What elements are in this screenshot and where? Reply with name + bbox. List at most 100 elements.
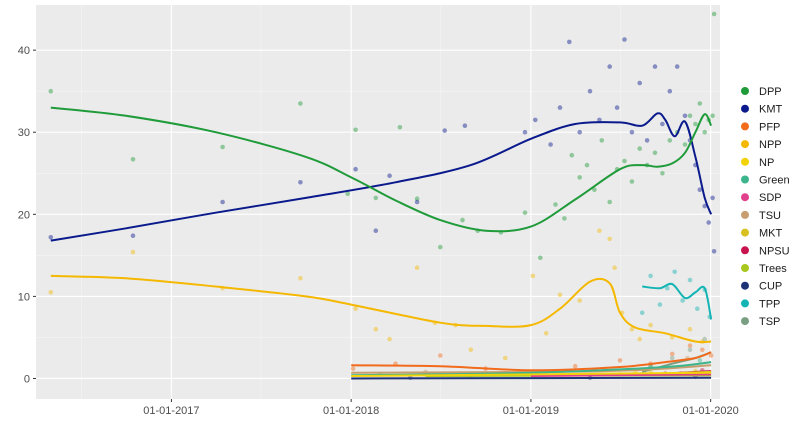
point-kmt [697, 187, 703, 192]
point-dpp [345, 191, 351, 197]
point-tpp [648, 273, 653, 279]
legend-label: KMT [759, 104, 783, 116]
point-dpp [577, 175, 582, 180]
legend-label: TSU [759, 210, 781, 222]
legend-key-npsu [741, 246, 749, 255]
point-dpp [687, 113, 693, 119]
legend-label: Green [759, 175, 790, 187]
point-dpp [660, 171, 665, 176]
point-tsp [669, 355, 675, 361]
legend-label: PFP [759, 121, 780, 133]
point-pfp [617, 358, 623, 363]
y-tick-label: 0 [24, 373, 30, 385]
trend-line-npp [50, 274, 712, 344]
x-tick-label: 01-01-2017 [143, 405, 199, 417]
legend-label: TPP [759, 298, 780, 310]
point-dpp [48, 88, 54, 94]
point-npp [637, 336, 642, 342]
point-dpp [637, 146, 642, 151]
y-tick-label: 20 [18, 209, 30, 221]
point-kmt [667, 88, 673, 94]
legend-label: NPP [759, 139, 782, 151]
point-dpp [553, 202, 558, 207]
point-kmt [622, 37, 627, 42]
point-kmt [577, 129, 582, 135]
point-dpp [652, 150, 658, 156]
legend-key-tpp [741, 299, 749, 308]
point-tpp [672, 269, 677, 275]
trend-line-cup [351, 376, 712, 380]
point-kmt [660, 121, 665, 127]
point-kmt [614, 105, 620, 110]
point-tsp [702, 336, 707, 342]
point-pfp [438, 353, 443, 358]
trend-line-pfp [351, 351, 712, 372]
point-dpp [584, 162, 590, 168]
point-kmt [533, 117, 538, 123]
point-dpp [711, 11, 717, 17]
point-kmt [220, 199, 225, 205]
point-kmt [130, 233, 136, 238]
point-kmt [706, 220, 711, 225]
point-tpp [665, 285, 670, 291]
point-kmt [48, 235, 54, 240]
y-tick-label: 30 [18, 127, 30, 139]
y-tick-label: 40 [18, 45, 30, 57]
legend-key-trees [741, 264, 749, 272]
legend-key-mkt [741, 228, 749, 237]
point-kmt [462, 123, 468, 128]
point-kmt [710, 195, 715, 201]
point-green [697, 358, 703, 363]
trend-line-tpp [642, 282, 713, 320]
legend-key-npp [741, 140, 749, 149]
point-npp [597, 228, 602, 233]
point-kmt [674, 64, 680, 69]
point-kmt [702, 203, 707, 209]
point-kmt [387, 173, 392, 178]
point-dpp [522, 210, 528, 215]
point-kmt [522, 129, 528, 135]
legend-label: CUP [759, 281, 782, 293]
point-dpp [592, 187, 597, 192]
point-pfp [687, 343, 693, 348]
point-npp [373, 326, 379, 332]
legend-key-pfp [741, 122, 749, 131]
legend-key-tsp [741, 317, 749, 326]
legend-key-green [741, 175, 749, 184]
legend-label: NPSU [759, 245, 790, 257]
point-dpp [397, 125, 403, 130]
point-npp [629, 326, 635, 332]
legend-key-sdp [741, 193, 749, 202]
point-dpp [438, 244, 443, 250]
legend-key-kmt [741, 104, 749, 113]
point-kmt [548, 142, 553, 147]
point-tpp [687, 277, 693, 283]
point-kmt [629, 129, 635, 135]
grid-minor [36, 5, 720, 399]
point-dpp [599, 138, 605, 143]
point-kmt [711, 249, 717, 254]
point-npp [557, 292, 563, 298]
point-npp [298, 276, 303, 281]
point-npp [687, 326, 693, 332]
trend-line-np [351, 371, 712, 377]
legend-label: DPP [759, 86, 782, 98]
point-npp [387, 336, 392, 342]
point-npp [503, 355, 508, 361]
legend: DPP KMT PFP NPP NP Green SDP TSU MKT NPSU Trees CUP… [741, 86, 790, 328]
point-kmt [567, 39, 572, 45]
point-npp [530, 273, 536, 279]
point-kmt [644, 138, 650, 143]
point-dpp [697, 101, 703, 106]
trend-line-dpp [50, 106, 713, 233]
point-npp [612, 265, 617, 271]
point-pfp [708, 353, 714, 358]
point-tpp [657, 302, 663, 307]
point-npp [577, 298, 582, 303]
point-kmt [414, 199, 420, 205]
trend-line-kmt [50, 112, 713, 242]
legend-key-cup [741, 281, 749, 290]
point-kmt [597, 117, 602, 123]
point-kmt [637, 80, 642, 86]
